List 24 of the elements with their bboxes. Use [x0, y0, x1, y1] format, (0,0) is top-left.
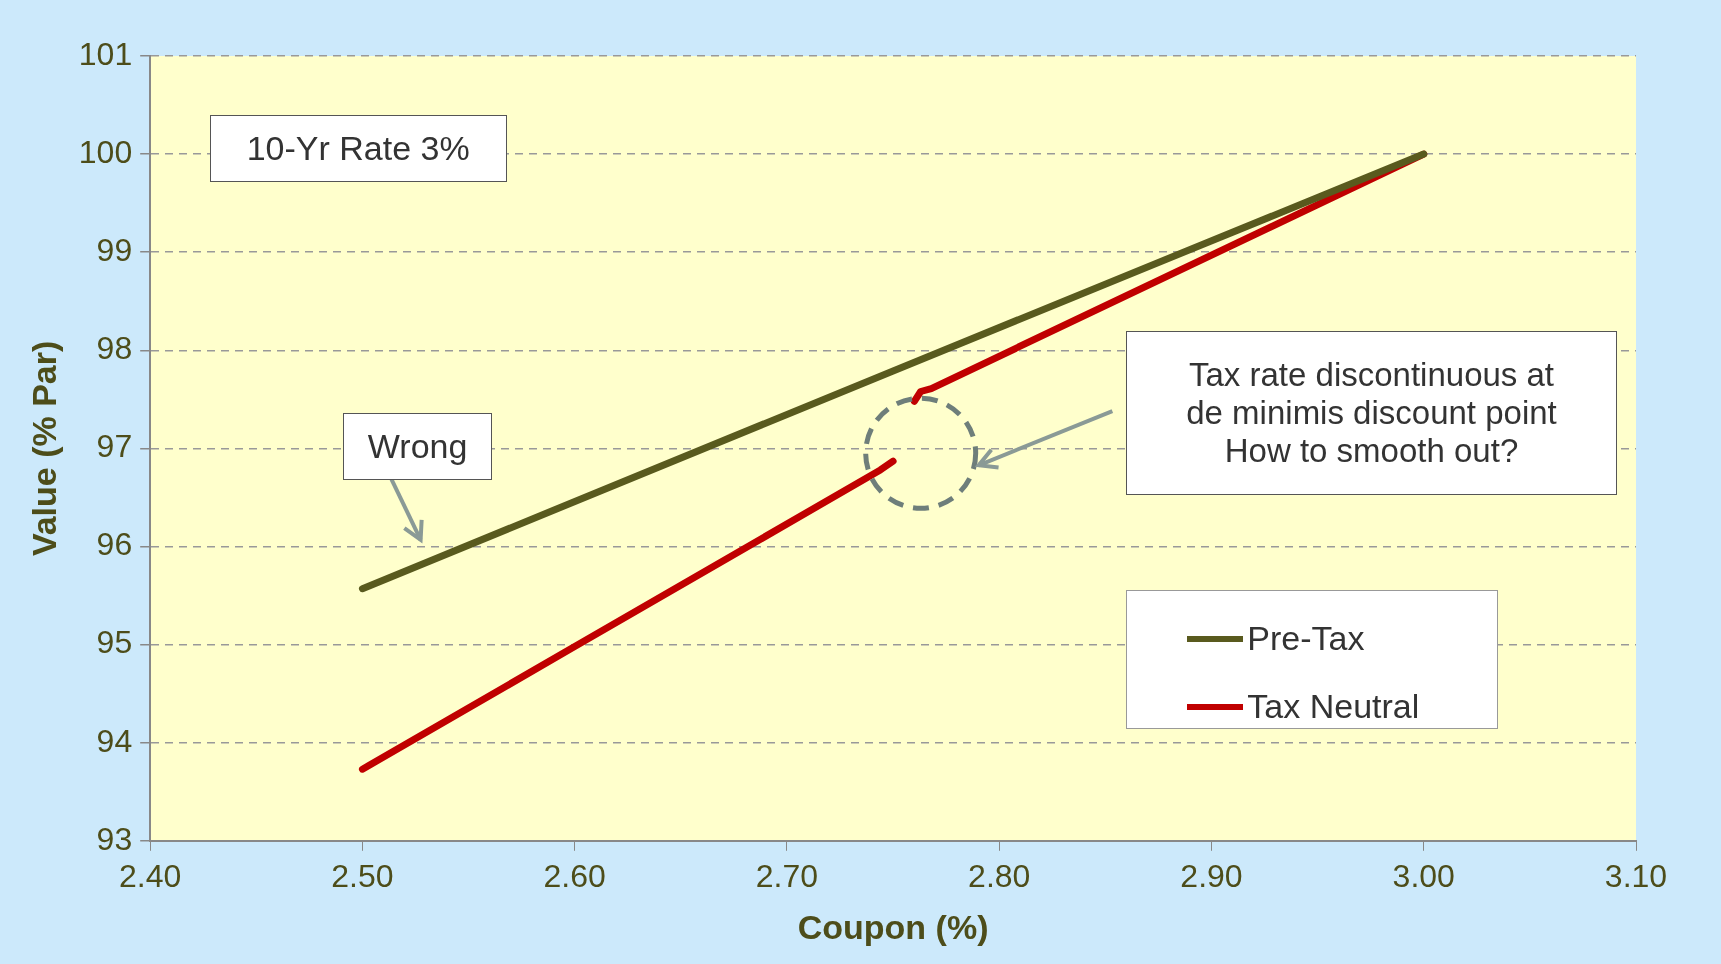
x-tick-label: 3.10 — [1604, 857, 1668, 894]
y-tick-label: 93 — [96, 820, 133, 857]
x-tick-label: 2.70 — [755, 857, 819, 894]
y-tick-label: 94 — [96, 722, 133, 759]
x-tick-label: 3.00 — [1392, 857, 1455, 894]
x-tick-label: 2.40 — [119, 857, 182, 894]
legend-label: Tax Neutral — [1247, 687, 1420, 727]
x-tick-label: 2.60 — [543, 857, 606, 894]
y-tick-label: 101 — [78, 35, 133, 72]
x-axis-title: Coupon (%) — [797, 907, 989, 946]
text-box: Tax rate discontinuous at de minimis discount point How to smooth out? — [1126, 330, 1617, 496]
x-tick-label: 2.80 — [968, 857, 1031, 894]
y-tick-label: 97 — [96, 428, 133, 465]
y-axis-title: Value (% Par) — [24, 340, 63, 557]
y-tick-label: 95 — [96, 624, 133, 661]
text-box: Wrong — [343, 413, 492, 480]
x-tick-label: 2.90 — [1180, 857, 1243, 894]
y-tick-label: 98 — [96, 330, 133, 367]
x-tick-label: 2.50 — [331, 857, 394, 894]
y-tick-label: 100 — [78, 133, 133, 170]
legend-label: Pre-Tax — [1247, 619, 1365, 659]
y-tick-label: 99 — [96, 232, 133, 269]
text-box: 10-Yr Rate 3% — [209, 114, 507, 182]
y-tick-label: 96 — [96, 526, 133, 563]
